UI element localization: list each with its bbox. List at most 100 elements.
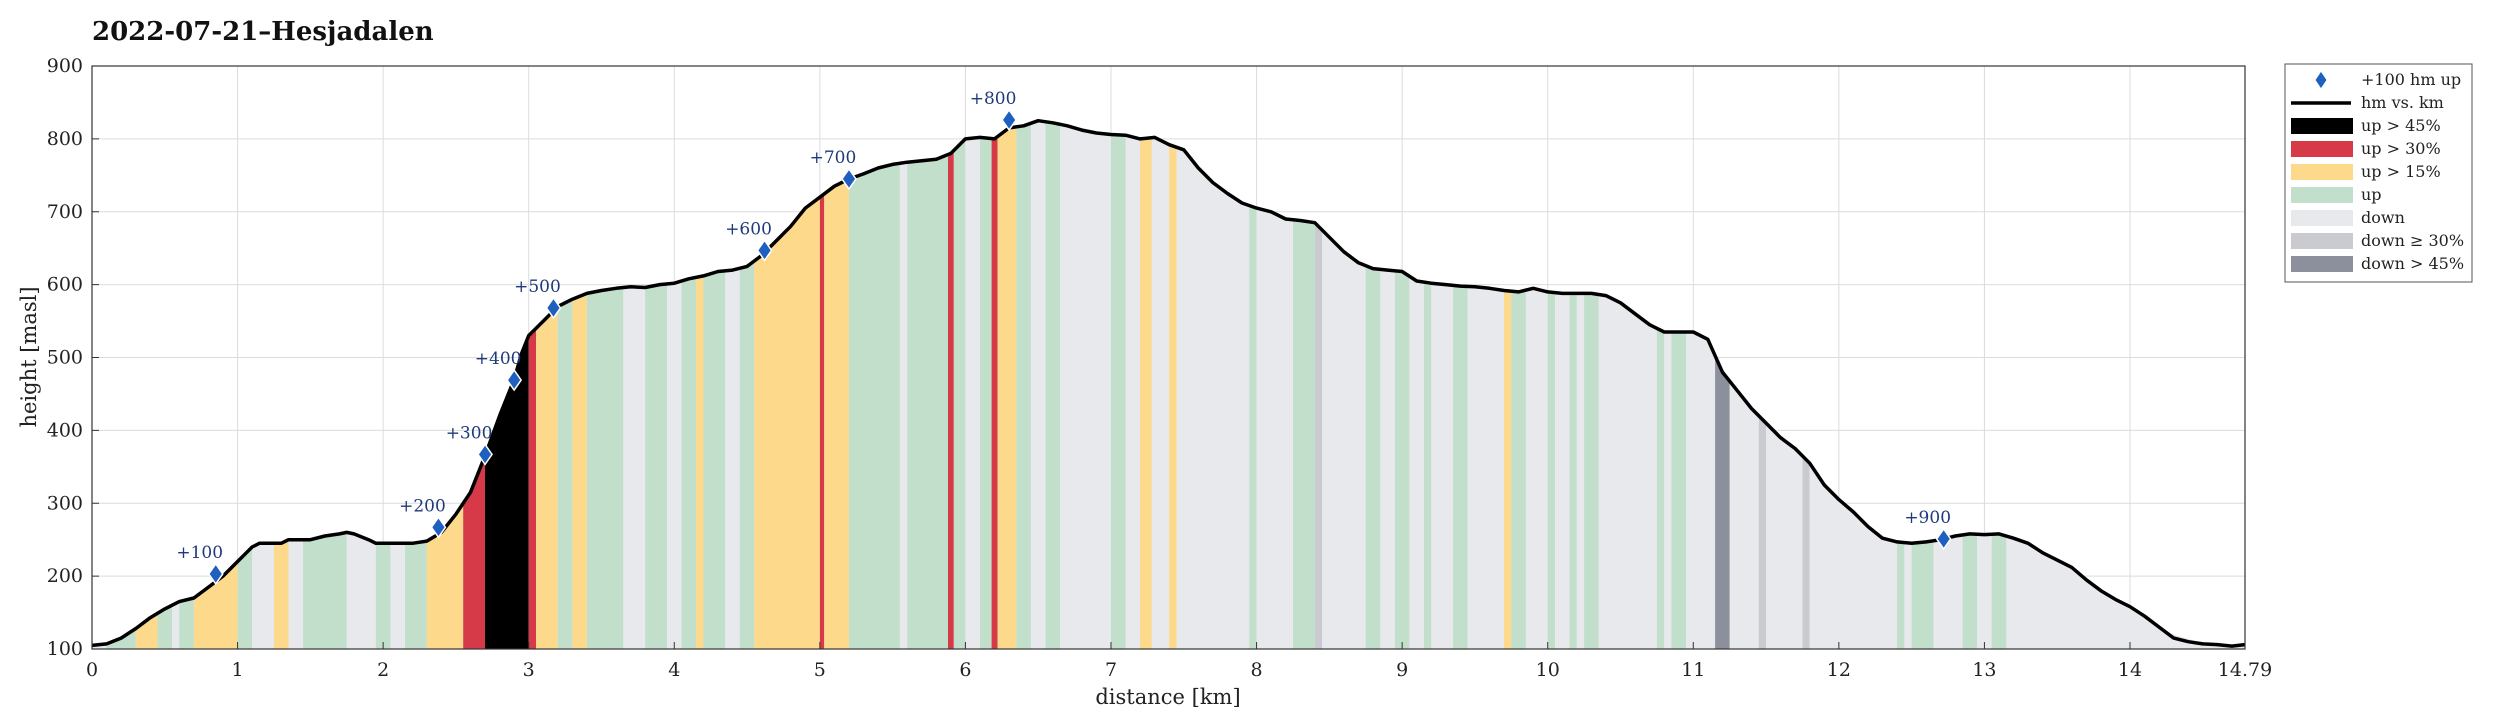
band-down-96 (2006, 536, 2245, 649)
band-up-64 (1394, 270, 1410, 649)
band-up-75 (1569, 293, 1577, 649)
band-up-81 (1671, 332, 1686, 649)
x-tick-label-14.79: 14.79 (2218, 659, 2272, 681)
legend: +100 hm up hm vs. km up > 45% up > 30% up > … (2284, 63, 2473, 283)
band-down-8 (252, 543, 274, 649)
legend-swatch-down_gt45 (2291, 256, 2353, 272)
band-up-71 (1511, 290, 1526, 649)
legend-label-line: hm vs. km (2361, 93, 2444, 112)
legend-swatch-down (2291, 210, 2353, 226)
band-up-22 (557, 299, 573, 649)
x-axis-ticks: 0 1 2 3 4 5 6 7 8 9 10 11 12 13 14 14.79 (86, 642, 2272, 681)
band-up-7 (237, 547, 253, 649)
band-up_gt15-55 (1169, 144, 1177, 649)
x-tick-label-14: 14 (2118, 659, 2142, 681)
legend-label-down_ge30: down ≥ 30% (2361, 231, 2464, 250)
band-up-77 (1584, 293, 1599, 649)
band-up-42 (953, 138, 966, 649)
band-up-27 (645, 283, 667, 649)
y-tick-label-100: 100 (47, 638, 83, 660)
band-up_gt15-70 (1504, 290, 1512, 649)
y-tick-label-300: 300 (47, 492, 83, 514)
band-up_gt15-35 (798, 197, 820, 649)
y-axis-ticks: 100 200 300 400 500 600 700 800 900 (47, 55, 99, 660)
band-up-24 (586, 290, 602, 649)
band-up-57 (1249, 205, 1257, 649)
band-up_gt15-53 (1140, 137, 1152, 649)
marker-diamond-6 (756, 239, 773, 262)
band-down-56 (1176, 147, 1250, 650)
band-up_gt15-21 (536, 306, 558, 649)
band-up_gt15-2 (135, 613, 158, 649)
legend-label-up: up (2361, 185, 2382, 204)
band-up_gt15-30 (696, 275, 704, 649)
band-down-50 (1060, 124, 1111, 650)
band-down-74 (1555, 292, 1570, 649)
marker-label-3: +300 (446, 423, 493, 443)
x-tick-label-10: 10 (1536, 659, 1560, 681)
band-down-54 (1151, 137, 1170, 649)
band-up_gt15-9 (274, 539, 289, 649)
y-tick-label-700: 700 (47, 201, 83, 223)
band-up-25 (601, 287, 624, 649)
band-up-66 (1424, 282, 1432, 649)
x-tick-label-1: 1 (232, 659, 244, 681)
band-up-59 (1293, 219, 1315, 650)
profile-line (91, 118, 2246, 648)
band-down-4 (172, 601, 180, 649)
x-tick-label-6: 6 (959, 659, 971, 681)
x-tick-label-11: 11 (1681, 659, 1705, 681)
x-tick-label-3: 3 (523, 659, 535, 681)
legend-label-up_gt15: up > 15% (2361, 162, 2441, 181)
band-up_gt15-6 (193, 561, 238, 649)
band-up_gt30-20 (528, 328, 536, 649)
marker-diamond-3 (477, 443, 493, 466)
y-tick-label-500: 500 (47, 347, 83, 369)
band-down-90 (1904, 542, 1912, 649)
band-down-82 (1686, 332, 1716, 649)
band-down-76 (1576, 293, 1585, 649)
band-up-68 (1453, 285, 1468, 649)
band-down-39 (899, 162, 908, 649)
band-down-48 (1030, 120, 1046, 649)
y-tick-label-400: 400 (47, 419, 83, 441)
x-tick-label-5: 5 (814, 659, 826, 681)
marker-diamond-2 (430, 515, 447, 539)
band-up-12 (317, 532, 347, 649)
x-tick-label-4: 4 (668, 659, 680, 681)
legend-label-marker: +100 hm up (2361, 70, 2461, 89)
band-up-91 (1911, 540, 1934, 649)
y-tick-label-200: 200 (47, 565, 83, 587)
band-down-88 (1809, 463, 1898, 649)
x-tick-label-9: 9 (1396, 659, 1408, 681)
band-down-78 (1598, 294, 1657, 649)
band-up-40 (907, 153, 951, 649)
legend-swatch-up_gt45 (2291, 118, 2353, 134)
band-up_gt15-23 (572, 293, 587, 649)
y-axis-label: height [masl] (17, 286, 41, 427)
band-up-62 (1365, 265, 1381, 649)
band-up-29 (681, 277, 697, 649)
band-down-86 (1766, 423, 1803, 649)
marker-label-1: +100 (176, 543, 223, 563)
legend-label-up_gt45: up > 45% (2361, 116, 2441, 135)
x-tick-label-8: 8 (1251, 659, 1263, 681)
legend-label-up_gt30: up > 30% (2361, 139, 2441, 158)
band-up-89 (1897, 541, 1905, 649)
marker-diamond-4 (506, 368, 523, 392)
marker-label-4: +400 (475, 349, 522, 369)
legend-label-down: down (2361, 208, 2405, 227)
band-up_gt30-45 (991, 136, 998, 649)
band-down-94 (1977, 534, 1992, 649)
band-up_gt15-37 (824, 179, 849, 649)
band-up-73 (1547, 291, 1555, 649)
marker-label-2: +200 (399, 496, 446, 516)
marker-diamond-7 (841, 167, 857, 191)
band-down-84 (1729, 381, 1759, 649)
marker-label-5: +500 (514, 277, 561, 297)
marker-label-8: +800 (970, 89, 1017, 109)
legend-swatch-down_ge30 (2291, 233, 2353, 249)
band-down-63 (1380, 269, 1395, 649)
band-down-52 (1125, 135, 1141, 649)
